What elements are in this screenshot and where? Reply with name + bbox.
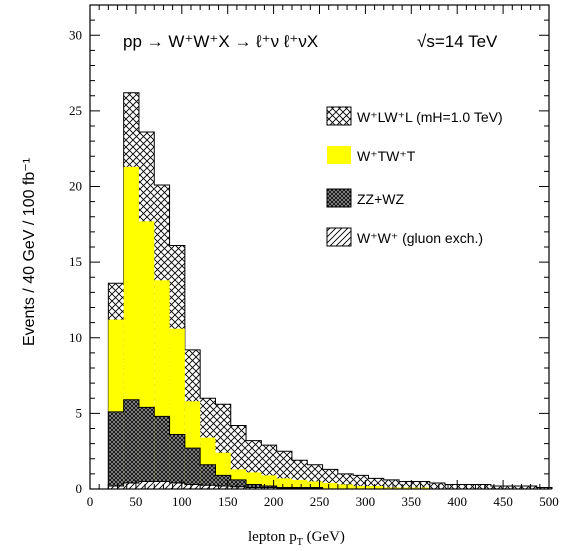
x-axis-label: lepton pT (GeV) — [248, 529, 345, 548]
legend-swatch-wlwl — [326, 106, 352, 126]
legend-swatch-gluon — [326, 227, 352, 247]
bar-series0-bin5 — [184, 484, 201, 489]
bar-series1-bin8 — [230, 479, 247, 489]
y-tick-label: 15 — [69, 254, 82, 269]
bar-series1-bin6 — [200, 464, 216, 489]
bar-series2-bin19 — [399, 487, 415, 489]
bar-series0-bin9 — [246, 487, 262, 489]
bar-series0-bin2 — [138, 481, 155, 489]
bar-series2-bin16 — [353, 485, 369, 489]
bar-series2-bin13 — [307, 481, 323, 489]
chart-energy: √s=14 TeV — [417, 32, 498, 51]
x-tick-label: 200 — [264, 494, 284, 509]
bar-series3-bin27 — [521, 485, 537, 489]
bar-series2-bin15 — [337, 484, 354, 489]
x-tick-label: 150 — [218, 494, 238, 509]
legend-label-wtwt: W⁺TW⁺T — [357, 148, 416, 164]
x-tick-label: 100 — [172, 494, 192, 509]
y-tick-label: 0 — [76, 481, 83, 496]
x-tick-label: 300 — [356, 494, 376, 509]
bar-series0-bin4 — [169, 482, 185, 489]
bar-series1-bin4 — [169, 434, 185, 489]
x-tick-label: 250 — [310, 494, 330, 509]
x-axis-label-sub: T — [297, 537, 303, 548]
bar-series1-bin9 — [246, 484, 262, 489]
bar-series3-bin24 — [475, 484, 491, 489]
bar-series3-bin16 — [353, 475, 369, 489]
bar-series3-bin18 — [383, 479, 400, 489]
y-tick-label: 5 — [76, 405, 83, 420]
y-tick-label: 20 — [69, 179, 82, 194]
bar-series3-bin25 — [490, 485, 507, 489]
y-axis-label: Events / 40 GeV / 100 fb⁻¹ — [21, 158, 38, 346]
bar-series0-bin3 — [154, 481, 170, 489]
bar-series1-bin1 — [123, 399, 139, 489]
bar-series0-bin1 — [123, 482, 139, 489]
bar-series2-bin12 — [291, 479, 308, 489]
bar-series0-bin6 — [200, 485, 216, 489]
bar-series0-bin10 — [261, 487, 277, 489]
bar-series3-bin17 — [368, 478, 384, 489]
y-tick-label: 10 — [69, 330, 82, 345]
bar-series3-bin22 — [444, 484, 461, 489]
bar-series3-bin20 — [414, 481, 430, 489]
bar-series1-bin2 — [138, 407, 155, 489]
legend-label-zzwz: ZZ+WZ — [357, 191, 404, 207]
bar-series0-bin8 — [230, 486, 247, 489]
legend-swatch-zzwz — [326, 188, 352, 208]
bar-series1-bin0 — [108, 411, 124, 489]
bar-series3-bin28 — [536, 487, 553, 489]
bar-series3-bin19 — [399, 481, 415, 489]
bar-series3-bin23 — [460, 484, 476, 489]
chart-title: pp → W⁺W⁺X → ℓ⁺ν ℓ⁺νX — [123, 32, 318, 51]
x-tick-label: 50 — [129, 494, 142, 509]
legend-swatch-wtwt — [327, 146, 351, 164]
bar-series1-bin5 — [184, 448, 201, 489]
x-tick-label: 0 — [87, 494, 94, 509]
bar-series2-bin14 — [322, 482, 338, 489]
outline-series3 — [107, 92, 553, 489]
legend-label-gluon: W⁺W⁺ (gluon exch.) — [357, 230, 483, 246]
x-tick-label: 450 — [493, 494, 513, 509]
bar-series3-bin21 — [429, 482, 445, 489]
bar-series0-bin0 — [108, 485, 124, 489]
x-tick-label: 400 — [447, 494, 467, 509]
histogram-bars — [107, 92, 553, 490]
bar-series2-bin18 — [383, 487, 400, 489]
y-tick-label: 25 — [69, 103, 82, 118]
bar-series2-bin11 — [276, 478, 292, 489]
bar-series2-bin20 — [414, 487, 430, 489]
legend-label-wlwl: W⁺LW⁺L (mH=1.0 TeV) — [357, 109, 503, 125]
legend: W⁺LW⁺L (mH=1.0 TeV) W⁺TW⁺T ZZ+WZ W⁺W⁺ (g… — [326, 106, 503, 247]
bar-series1-bin3 — [154, 416, 170, 489]
x-tick-label: 350 — [402, 494, 422, 509]
axes: 0 50 100 150 200 250 300 350 400 450 500 0 5 10 15 20 25… — [69, 4, 559, 509]
bar-series0-bin7 — [215, 485, 231, 489]
x-tick-label: 500 — [539, 494, 559, 509]
x-axis-label-main: lepton p — [248, 529, 297, 545]
bar-series3-bin26 — [506, 485, 522, 489]
x-axis-label-unit: (GeV) — [303, 529, 345, 545]
bar-series2-bin17 — [368, 485, 384, 489]
y-tick-label: 30 — [69, 27, 82, 42]
